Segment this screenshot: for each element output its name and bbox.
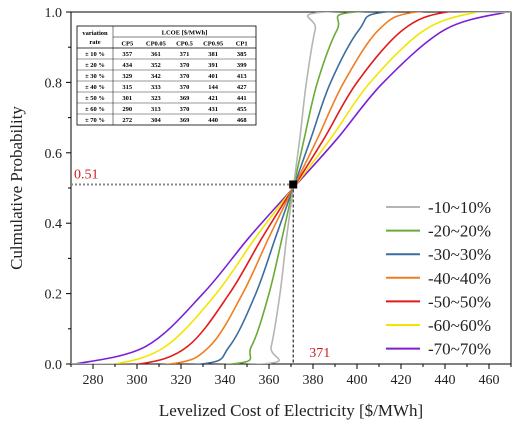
table-cell: 290 [122,106,132,113]
table-row-label: ± 40 % [85,84,105,91]
table-row-label: ± 10 % [85,51,105,58]
table-row-label: ± 20 % [85,62,105,69]
table-col-header: CP0.5 [176,41,194,48]
table-cell: 313 [151,106,162,113]
table-cell: 370 [180,106,190,113]
table-col-header: CP0.05 [146,41,167,48]
table-cell: 272 [122,117,132,124]
table-cell: 333 [151,84,162,91]
legend-label: -60~60% [428,316,491,335]
table-cell: 370 [180,84,190,91]
table-cell: 315 [122,84,133,91]
table-header-variation: variation [82,30,108,37]
table-col-header: CP1 [236,41,248,48]
table-cell: 385 [237,51,248,58]
table-cell: 455 [237,106,248,113]
table-cell: 342 [151,73,161,80]
table-row-label: ± 30 % [85,73,105,80]
table-cell: 434 [122,62,133,69]
table-cell: 361 [151,51,161,58]
x-tick-label: 280 [83,373,104,388]
y-tick-label: 0.4 [45,217,63,232]
table-cell: 329 [122,73,133,80]
x-tick-label: 420 [391,373,412,388]
table-row-label: ± 70 % [85,117,105,124]
table-cell: 431 [208,106,218,113]
x-axis-title: Levelized Cost of Electricity [$/MWh] [159,401,423,420]
table-cell: 441 [237,95,247,102]
x-tick-label: 440 [435,373,456,388]
y-tick-label: 0.8 [45,76,63,91]
table-cell: 440 [208,117,218,124]
y-axis: 0.0 0.2 0.4 0.6 0.8 1.0 [45,6,71,373]
legend-label: -50~50% [428,292,491,311]
intersection-marker [289,180,298,189]
table-cell: 399 [237,62,248,69]
table-cell: 370 [180,62,190,69]
x-tick-label: 300 [127,373,148,388]
table-cell: 413 [237,73,248,80]
legend-label: -30~30% [428,245,491,264]
table-col-header: CP5 [121,41,134,48]
table-col-header: CP0.95 [203,41,224,48]
x-tick-label: 380 [303,373,324,388]
y-tick-label: 1.0 [45,6,63,21]
x-tick-label: 340 [215,373,236,388]
x-tick-label: 460 [479,373,500,388]
y-annotation-label: 0.51 [74,167,99,182]
table-frame [76,25,257,126]
table-cell: 370 [180,73,190,80]
series-layer [71,12,511,364]
legend-label: -10~10% [428,198,491,217]
table-cell: 144 [208,84,219,91]
x-tick-label: 400 [347,373,368,388]
legend-label: -70~70% [428,340,491,359]
table-cell: 323 [151,95,162,102]
table-cell: 357 [122,51,133,58]
table-cell: 369 [180,117,191,124]
table-cell: 301 [122,95,132,102]
table-header-lcoe: LCOE [$/MWh] [162,30,208,37]
y-tick-label: 0.6 [45,147,63,162]
legend-label: -40~40% [428,269,491,288]
table-header-variation-2: rate [89,39,100,46]
table-cell: 304 [151,117,162,124]
table-cell: 391 [208,62,218,69]
table-row-label: ± 60 % [85,106,105,113]
table-cell: 352 [151,62,161,69]
table-cell: 427 [237,84,248,91]
table-cell: 468 [237,117,248,124]
table-cell: 369 [180,95,191,102]
table-cell: 381 [208,51,218,58]
lcoe-table: variation rate LCOE [$/MWh] CP5 CP0.05 CP0.5 C… [76,25,257,126]
x-annotation-label: 371 [309,346,330,361]
annotation: 0.51 371 [71,167,330,364]
table-row-label: ± 50 % [85,95,105,102]
y-tick-label: 0.0 [45,358,63,373]
y-axis-title: Culmulative Probability [7,106,26,270]
table-cell: 421 [208,95,218,102]
legend: -10~10% -20~20% -30~30% -40~40% -50~50% -60~6… [386,198,491,359]
x-tick-label: 360 [259,373,280,388]
legend-label: -20~20% [428,222,491,241]
x-tick-label: 320 [171,373,192,388]
y-tick-label: 0.2 [45,288,63,303]
table-cell: 371 [180,51,190,58]
x-axis: 280 300 320 340 360 380 400 420 440 460 [70,364,512,388]
table-cell: 401 [208,73,218,80]
